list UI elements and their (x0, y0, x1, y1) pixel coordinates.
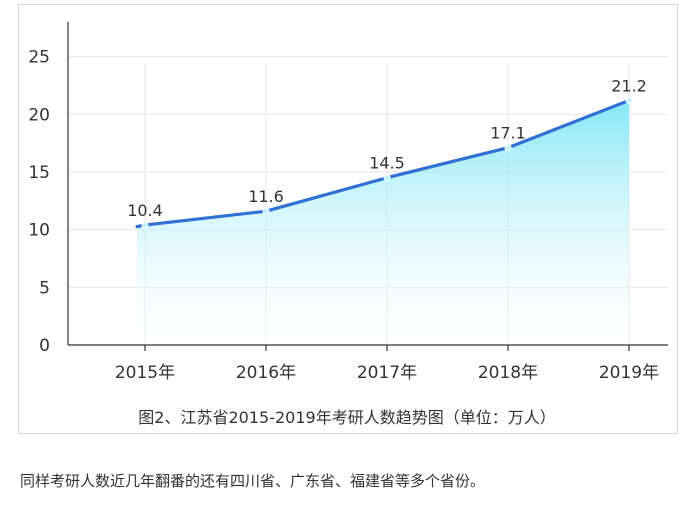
data-labels: 10.4 11.6 14.5 17.1 21.2 (127, 76, 647, 220)
data-point (625, 96, 633, 104)
y-tick-label: 0 (39, 336, 50, 356)
data-label: 21.2 (611, 76, 647, 95)
y-tick-label: 10 (28, 221, 50, 241)
y-tick-label: 5 (39, 278, 50, 298)
series-line-layer (135, 96, 633, 229)
body-paragraph: 同样考研人数近几年翻番的还有四川省、广东省、福建省等多个省份。 (20, 472, 486, 490)
data-point (383, 174, 391, 182)
chart-title: 图2、江苏省2015-2019年考研人数趋势图（单位：万人） (138, 408, 556, 427)
data-point (504, 144, 512, 152)
area-fill-layer (137, 100, 629, 345)
x-tick-label: 2018年 (478, 363, 538, 383)
y-tick-label: 20 (28, 105, 50, 125)
data-point (141, 221, 149, 229)
x-tick-label: 2017年 (357, 363, 417, 383)
y-tick-label: 15 (28, 163, 50, 183)
data-label: 14.5 (369, 154, 405, 173)
x-tick-label: 2016年 (236, 363, 296, 383)
area-fill (137, 100, 629, 345)
data-point (262, 207, 270, 215)
axes: 0 5 10 15 20 25 2015年 2016年 2017年 2018年 2019年 (28, 22, 668, 383)
data-label: 10.4 (127, 201, 163, 220)
x-tick-label: 2019年 (599, 363, 659, 383)
data-label: 17.1 (490, 124, 526, 143)
y-tick-label: 25 (28, 48, 50, 68)
data-label: 11.6 (248, 187, 284, 206)
x-tick-label: 2015年 (115, 363, 175, 383)
